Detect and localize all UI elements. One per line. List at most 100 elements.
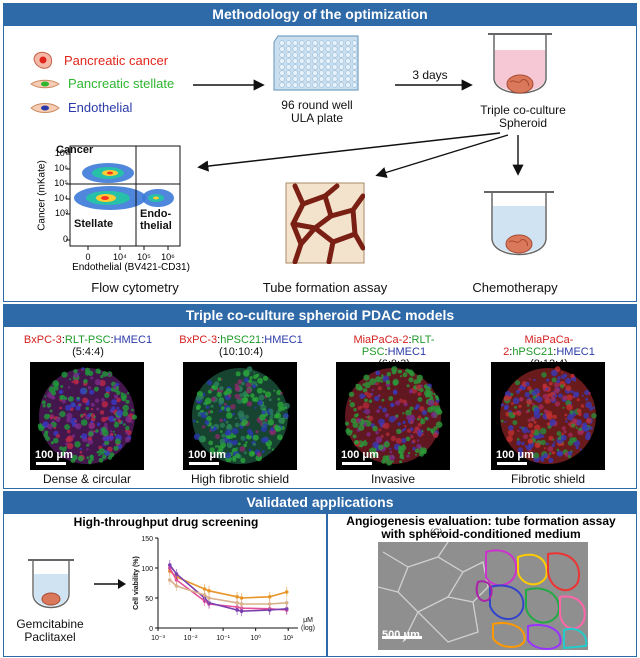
chart-x-tick-label: 10⁻¹ xyxy=(216,635,230,642)
screening-tube-icon xyxy=(28,559,74,609)
applications-header: Validated applications xyxy=(3,491,637,513)
spheroid-scale-label: 100 μm xyxy=(35,449,73,461)
model-stellate-line: hPSC21 xyxy=(220,334,262,346)
chart-x-label: (log) xyxy=(301,625,315,632)
flow-q-stellate: Stellate xyxy=(74,218,114,230)
flow-y-tick: 10⁵ xyxy=(54,178,68,188)
chart-point xyxy=(202,587,207,591)
angio-title-line1: Angiogenesis evaluation: tube formation … xyxy=(346,514,616,528)
screening-title: High-throughput drug screening xyxy=(73,515,259,529)
flow-x-tick: 10⁶ xyxy=(161,252,175,262)
flow-y-axis-label: Cancer (mKate) xyxy=(36,160,48,231)
tube-caption: Tube formation assay xyxy=(262,280,388,295)
chart-x-tick-label: 10⁰ xyxy=(250,634,261,642)
angiogenesis-image xyxy=(378,542,588,650)
methodology-header: Methodology of the optimization xyxy=(3,3,637,25)
chart-y-tick-label: 50 xyxy=(145,596,153,603)
angio-panel-letter: (C) xyxy=(430,527,443,537)
flow-y-tick: 10³ xyxy=(54,208,68,218)
stellate-cell-icon xyxy=(30,79,60,88)
spheroid-label: Triple co-culture Spheroid xyxy=(480,103,566,130)
spheroid-image xyxy=(336,362,450,470)
chart-point xyxy=(207,596,211,600)
drug-paclitaxel: Paclitaxel xyxy=(24,630,76,644)
chart-point xyxy=(239,596,244,600)
arrow-to-flow xyxy=(197,132,501,172)
flow-x-tick: 0 xyxy=(85,252,91,262)
model-cancer-line: MiaPaCa-2 xyxy=(353,334,409,346)
legend-endothelial-label: Endothelial xyxy=(68,100,133,115)
model-endothelial-line: HMEC1 xyxy=(556,346,595,358)
model-ratio: (10:10:4) xyxy=(218,346,264,358)
model-endothelial-line: HMEC1 xyxy=(264,334,303,346)
model-cancer-line: BxPC-3 xyxy=(179,334,218,346)
chart-point xyxy=(284,601,289,605)
spheroid-tube-icon xyxy=(488,33,552,94)
drug-gemcitabine: Gemcitabine xyxy=(16,617,84,631)
legend-cancer: Pancreatic cancer xyxy=(30,50,168,70)
chart-series-line xyxy=(169,570,287,599)
legend-stellate: Pancreatic stellate xyxy=(30,76,174,91)
flow-q-cancer: Cancer xyxy=(56,144,94,156)
chart-point xyxy=(267,608,272,612)
arrow-to-tube xyxy=(375,134,509,178)
chart-point xyxy=(284,590,289,594)
model-header: BxPC-3:RLT-PSC:HMEC1 (5:4:4) xyxy=(18,334,158,358)
chart-y-label: Cell viability (%) xyxy=(133,556,140,610)
model-cancer-line: BxPC-3 xyxy=(23,334,62,346)
spheroid-scale-label: 100 μm xyxy=(188,449,226,461)
chart-point xyxy=(239,602,244,606)
viability-chart: 0 50 100 150 10⁻³ 10⁻² 10⁻¹ 10⁰ 10¹ Cell viabilit… xyxy=(133,536,315,642)
model-cancer-line: MiaPaCa-2 xyxy=(503,334,574,358)
chart-x-tick-label: 10⁻³ xyxy=(151,635,165,642)
chart-point xyxy=(168,578,172,582)
chart-point xyxy=(267,602,272,606)
spheroid-image xyxy=(30,362,144,470)
flow-x-tick: 10⁵ xyxy=(137,252,151,262)
chart-x-tick-label: 10⁻² xyxy=(184,635,198,642)
endothelial-cell-icon xyxy=(30,102,60,113)
flow-caption: Flow cytometry xyxy=(91,280,179,295)
days-label: 3 days xyxy=(412,68,448,82)
legend-cancer-label: Pancreatic cancer xyxy=(64,52,169,68)
chart-point xyxy=(174,572,179,576)
flow-y-tick: 10⁷ xyxy=(54,148,68,158)
chart-point xyxy=(202,593,207,597)
chart-x-tick-label: 10¹ xyxy=(283,635,294,642)
flow-cytometry-plot xyxy=(66,145,181,250)
model-ratio: (5:4:4) xyxy=(72,346,104,358)
flow-y-tick: 0 xyxy=(62,234,68,244)
spheroid-image xyxy=(491,362,605,470)
methodology-arrows xyxy=(193,79,524,178)
model-caption: Invasive xyxy=(370,472,416,486)
chart-series-line xyxy=(169,567,287,611)
models-header: Triple co-culture spheroid PDAC models xyxy=(3,304,637,326)
chart-point xyxy=(235,601,239,605)
angio-scale-label: 500 μm xyxy=(382,629,420,641)
legend-endothelial: Endothelial xyxy=(30,100,132,115)
angio-title: Angiogenesis evaluation: tube formation … xyxy=(330,515,632,541)
model-caption: Fibrotic shield xyxy=(510,472,586,486)
chart-point xyxy=(207,589,211,593)
chart-point xyxy=(239,609,244,613)
chart-point xyxy=(267,595,272,599)
chart-series-line xyxy=(169,564,287,613)
model-endothelial-line: HMEC1 xyxy=(113,334,153,346)
chart-x-label: μM xyxy=(303,617,313,624)
model-caption: High fibrotic shield xyxy=(190,472,290,486)
model-caption: Dense & circular xyxy=(42,472,132,486)
cancer-cell-icon xyxy=(33,51,53,69)
chart-point xyxy=(168,563,172,567)
spheroid-scale-label: 100 μm xyxy=(496,449,534,461)
legend-stellate-label: Pancreatic stellate xyxy=(68,76,175,91)
model-stellate-line: RLT-PSC xyxy=(361,334,435,358)
plate-label: 96 round well ULA plate xyxy=(281,98,353,125)
spheroid-image xyxy=(183,362,297,470)
flow-x-axis-label: Endothelial (BV421-CD31) xyxy=(72,262,190,273)
chemotherapy-tube-icon xyxy=(484,191,554,256)
flow-q-endothelial: Endo- thelial xyxy=(140,208,172,232)
chart-y-tick-label: 0 xyxy=(149,626,153,633)
chart-y-tick-label: 100 xyxy=(141,566,153,573)
chart-point xyxy=(235,595,239,599)
screening-arrow xyxy=(94,579,126,589)
